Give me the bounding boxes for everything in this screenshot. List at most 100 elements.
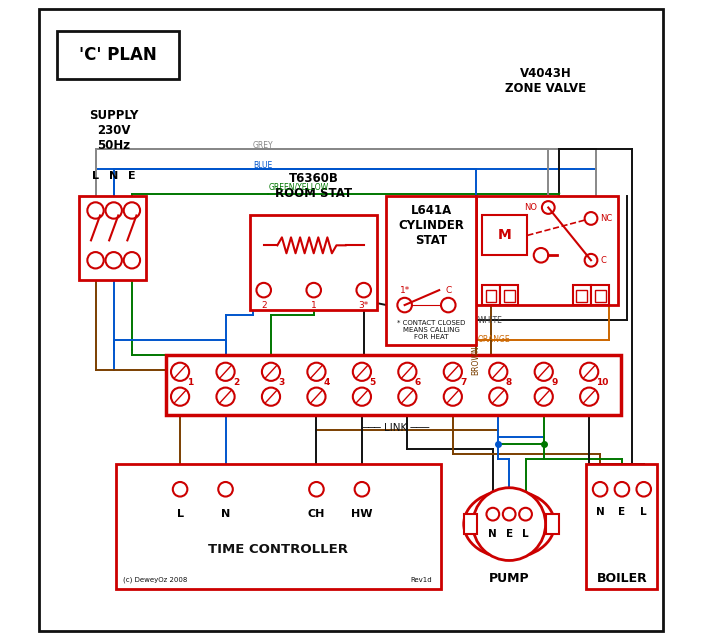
Circle shape bbox=[87, 252, 104, 269]
Text: E: E bbox=[618, 507, 625, 517]
Circle shape bbox=[262, 388, 280, 406]
Circle shape bbox=[87, 203, 104, 219]
Text: 3: 3 bbox=[278, 378, 284, 387]
Text: N: N bbox=[221, 509, 230, 519]
Bar bbox=[464, 514, 477, 534]
Circle shape bbox=[307, 283, 321, 297]
Text: 9: 9 bbox=[551, 378, 557, 387]
Circle shape bbox=[519, 508, 532, 520]
Circle shape bbox=[216, 363, 234, 381]
Bar bbox=[504, 290, 515, 302]
Circle shape bbox=[307, 388, 326, 406]
Ellipse shape bbox=[464, 490, 555, 558]
Circle shape bbox=[580, 388, 598, 406]
Text: N: N bbox=[109, 171, 119, 181]
Text: L641A
CYLINDER
STAT: L641A CYLINDER STAT bbox=[398, 204, 464, 247]
Text: 1: 1 bbox=[311, 301, 317, 310]
Bar bbox=[475, 196, 618, 305]
Bar bbox=[387, 196, 475, 345]
Circle shape bbox=[105, 203, 122, 219]
Bar bbox=[595, 290, 606, 302]
Circle shape bbox=[124, 203, 140, 219]
Bar bbox=[573, 285, 591, 305]
Bar bbox=[482, 285, 500, 305]
Circle shape bbox=[218, 482, 233, 497]
Circle shape bbox=[535, 363, 553, 381]
Text: 7: 7 bbox=[460, 378, 466, 387]
Text: NC: NC bbox=[600, 214, 612, 223]
Text: 2: 2 bbox=[233, 378, 239, 387]
Bar bbox=[500, 285, 518, 305]
Bar bbox=[576, 290, 588, 302]
Text: L: L bbox=[177, 509, 184, 519]
Text: BLUE: BLUE bbox=[253, 161, 272, 170]
Text: Rev1d: Rev1d bbox=[410, 577, 432, 583]
Text: CH: CH bbox=[307, 509, 325, 519]
Text: C: C bbox=[600, 256, 606, 265]
Circle shape bbox=[585, 212, 597, 225]
Circle shape bbox=[535, 388, 553, 406]
Text: L: L bbox=[522, 529, 529, 539]
Text: N: N bbox=[596, 507, 604, 517]
Circle shape bbox=[534, 248, 548, 263]
Circle shape bbox=[398, 388, 416, 406]
Circle shape bbox=[615, 482, 629, 497]
Circle shape bbox=[503, 508, 515, 520]
Circle shape bbox=[262, 363, 280, 381]
Bar bbox=[586, 464, 657, 589]
Text: T6360B
ROOM STAT: T6360B ROOM STAT bbox=[275, 172, 352, 199]
Circle shape bbox=[216, 388, 234, 406]
Text: N: N bbox=[489, 529, 497, 539]
Bar bbox=[166, 355, 621, 415]
Text: V4043H
ZONE VALVE: V4043H ZONE VALVE bbox=[505, 67, 586, 95]
Text: GREY: GREY bbox=[253, 141, 274, 150]
Circle shape bbox=[353, 363, 371, 381]
Bar bbox=[58, 31, 179, 79]
Text: L: L bbox=[640, 507, 647, 517]
Circle shape bbox=[124, 252, 140, 269]
Circle shape bbox=[542, 201, 555, 214]
Text: (c) DeweyOz 2008: (c) DeweyOz 2008 bbox=[123, 577, 187, 583]
Text: PUMP: PUMP bbox=[489, 572, 529, 585]
Circle shape bbox=[355, 482, 369, 497]
Circle shape bbox=[171, 363, 189, 381]
Text: E: E bbox=[505, 529, 512, 539]
Text: HW: HW bbox=[351, 509, 373, 519]
Circle shape bbox=[444, 363, 462, 381]
Bar bbox=[482, 215, 527, 255]
Circle shape bbox=[105, 252, 122, 269]
Bar bbox=[116, 464, 441, 589]
Circle shape bbox=[592, 482, 607, 497]
Text: SUPPLY
230V
50Hz: SUPPLY 230V 50Hz bbox=[89, 110, 138, 153]
Circle shape bbox=[309, 482, 324, 497]
Text: 1: 1 bbox=[187, 378, 194, 387]
Text: WHITE: WHITE bbox=[477, 315, 502, 324]
Bar bbox=[250, 215, 378, 310]
Circle shape bbox=[580, 363, 598, 381]
Circle shape bbox=[637, 482, 651, 497]
Circle shape bbox=[489, 363, 508, 381]
Text: NO: NO bbox=[524, 203, 537, 212]
Circle shape bbox=[444, 388, 462, 406]
Bar bbox=[545, 514, 559, 534]
Text: 6: 6 bbox=[415, 378, 421, 387]
Text: GREEN/YELLOW: GREEN/YELLOW bbox=[268, 182, 329, 191]
Circle shape bbox=[489, 388, 508, 406]
Text: 2: 2 bbox=[261, 301, 267, 310]
Circle shape bbox=[307, 363, 326, 381]
Circle shape bbox=[397, 298, 412, 312]
Text: 1*: 1* bbox=[399, 286, 410, 295]
Bar bbox=[591, 285, 609, 305]
Text: BOILER: BOILER bbox=[597, 572, 647, 585]
Text: E: E bbox=[128, 171, 135, 181]
Circle shape bbox=[353, 388, 371, 406]
Circle shape bbox=[173, 482, 187, 497]
Text: 5: 5 bbox=[369, 378, 376, 387]
Circle shape bbox=[585, 254, 597, 267]
Text: BROWN: BROWN bbox=[471, 345, 480, 374]
Circle shape bbox=[357, 283, 371, 297]
Circle shape bbox=[486, 508, 499, 520]
Text: ORANGE: ORANGE bbox=[477, 335, 510, 344]
Bar bbox=[486, 290, 496, 302]
Text: C: C bbox=[445, 286, 451, 295]
